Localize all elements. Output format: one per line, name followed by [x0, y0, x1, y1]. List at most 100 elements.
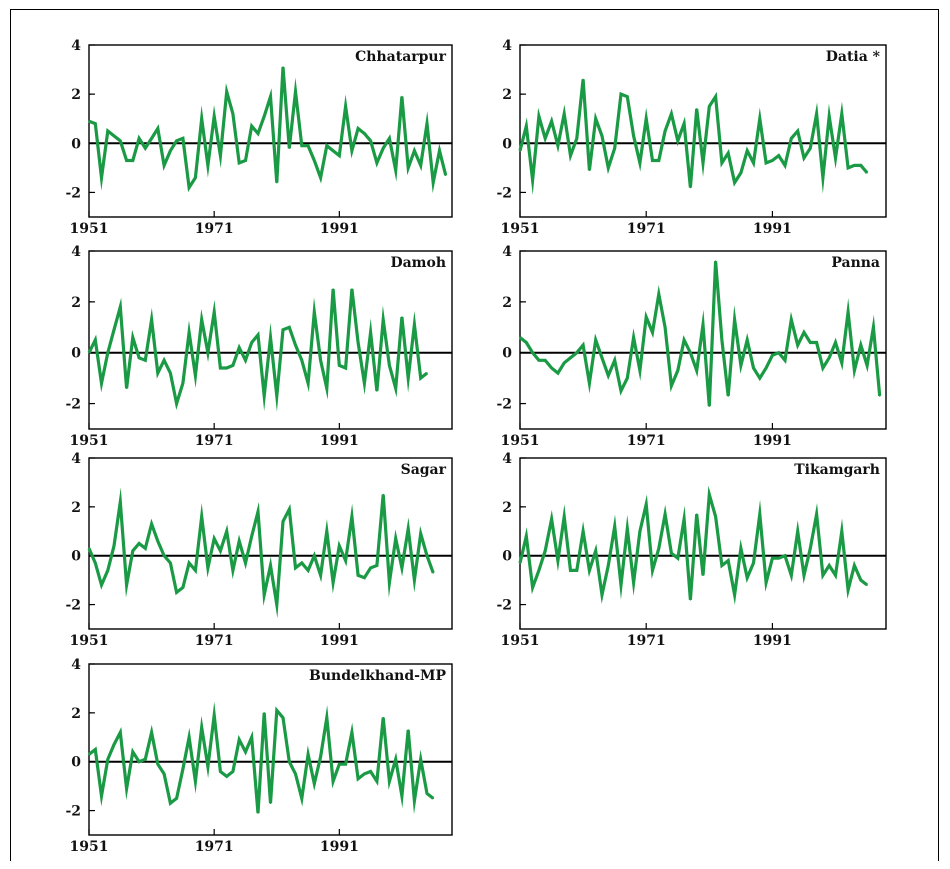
x-tick-label: 1951	[70, 839, 109, 855]
data-point	[727, 559, 729, 562]
data-point	[307, 753, 309, 756]
data-point	[150, 137, 153, 140]
y-tick-label: 0	[502, 549, 512, 565]
data-point	[294, 567, 297, 569]
data-point	[803, 331, 805, 334]
data-point	[407, 729, 410, 731]
data-point	[432, 181, 435, 184]
data-point	[175, 140, 178, 142]
data-point	[282, 520, 284, 523]
x-tick-label: 1951	[501, 221, 540, 237]
data-point	[784, 359, 786, 362]
y-tick-label: -2	[496, 185, 512, 201]
panel-title: Panna	[831, 255, 880, 271]
data-point	[119, 140, 122, 142]
figure-frame: 4 2 0 -2 1951 1971 1991 Chhatarpur 4 2 0 -2 1951 1971…	[10, 9, 939, 861]
data-point	[670, 385, 673, 387]
data-point	[132, 336, 134, 339]
y-tick-label: 0	[71, 346, 81, 362]
data-point	[357, 574, 359, 577]
data-point	[550, 367, 553, 369]
data-point	[601, 357, 603, 359]
data-point	[828, 357, 830, 359]
data-point	[796, 130, 799, 132]
data-point	[288, 147, 291, 149]
data-point	[771, 354, 774, 357]
data-point	[413, 800, 416, 802]
data-point	[263, 712, 266, 714]
data-point	[790, 574, 793, 577]
data-point	[853, 564, 856, 567]
data-point	[784, 164, 786, 167]
x-tick-label: 1951	[70, 221, 109, 237]
data-point	[695, 513, 698, 515]
data-point	[777, 154, 780, 157]
data-point	[613, 359, 616, 362]
panel-title: Datia *	[826, 49, 881, 65]
data-point	[100, 584, 103, 586]
series-line-sagar	[87, 487, 435, 619]
data-point	[326, 387, 328, 390]
data-point	[765, 162, 767, 164]
data-point	[702, 162, 704, 164]
data-point	[645, 117, 647, 120]
y-tick-label: 0	[71, 549, 81, 565]
data-point	[708, 105, 711, 108]
data-point	[363, 576, 366, 579]
y-tick-label: -2	[496, 598, 512, 614]
data-point	[369, 140, 372, 142]
data-point	[847, 167, 849, 169]
data-point	[301, 144, 303, 147]
data-point	[670, 552, 673, 555]
data-point	[538, 115, 540, 118]
data-point	[107, 758, 109, 761]
data-point	[150, 731, 153, 734]
data-point	[382, 716, 385, 719]
data-point	[531, 586, 534, 589]
data-point	[219, 154, 222, 157]
data-point	[213, 537, 215, 540]
data-point	[658, 293, 660, 296]
data-point	[860, 579, 862, 581]
data-point	[357, 341, 359, 344]
data-point	[670, 113, 673, 115]
data-point	[194, 780, 197, 783]
data-point	[702, 574, 704, 577]
data-point	[563, 113, 565, 115]
data-point	[803, 157, 805, 159]
data-point	[765, 581, 767, 584]
data-point	[119, 306, 122, 308]
x-tick-label: 1991	[320, 433, 359, 449]
data-point	[432, 797, 435, 800]
data-point	[771, 159, 774, 162]
data-point	[841, 113, 843, 115]
data-point	[538, 359, 540, 362]
y-tick-label: 4	[71, 657, 81, 673]
data-point	[113, 135, 115, 137]
data-point	[714, 260, 717, 263]
plot-frame	[519, 457, 887, 630]
y-tick-label: 4	[502, 38, 512, 54]
data-point	[338, 545, 341, 547]
data-point	[721, 564, 723, 567]
data-point	[777, 557, 780, 559]
series-line-damoh	[87, 288, 428, 412]
data-point	[169, 372, 172, 374]
data-point	[125, 584, 128, 586]
data-point	[313, 159, 316, 162]
data-point	[550, 518, 553, 520]
data-point	[828, 115, 830, 118]
data-point	[369, 770, 372, 773]
data-point	[363, 382, 366, 385]
y-tick-label: -2	[496, 397, 512, 413]
data-point	[357, 778, 359, 780]
data-point	[100, 382, 103, 385]
data-point	[576, 351, 578, 354]
data-point	[232, 113, 234, 115]
data-point	[847, 589, 849, 591]
data-point	[613, 147, 616, 149]
data-point	[708, 493, 711, 496]
data-point	[288, 326, 291, 329]
y-tick-label: 2	[502, 500, 512, 516]
data-point	[301, 797, 303, 800]
